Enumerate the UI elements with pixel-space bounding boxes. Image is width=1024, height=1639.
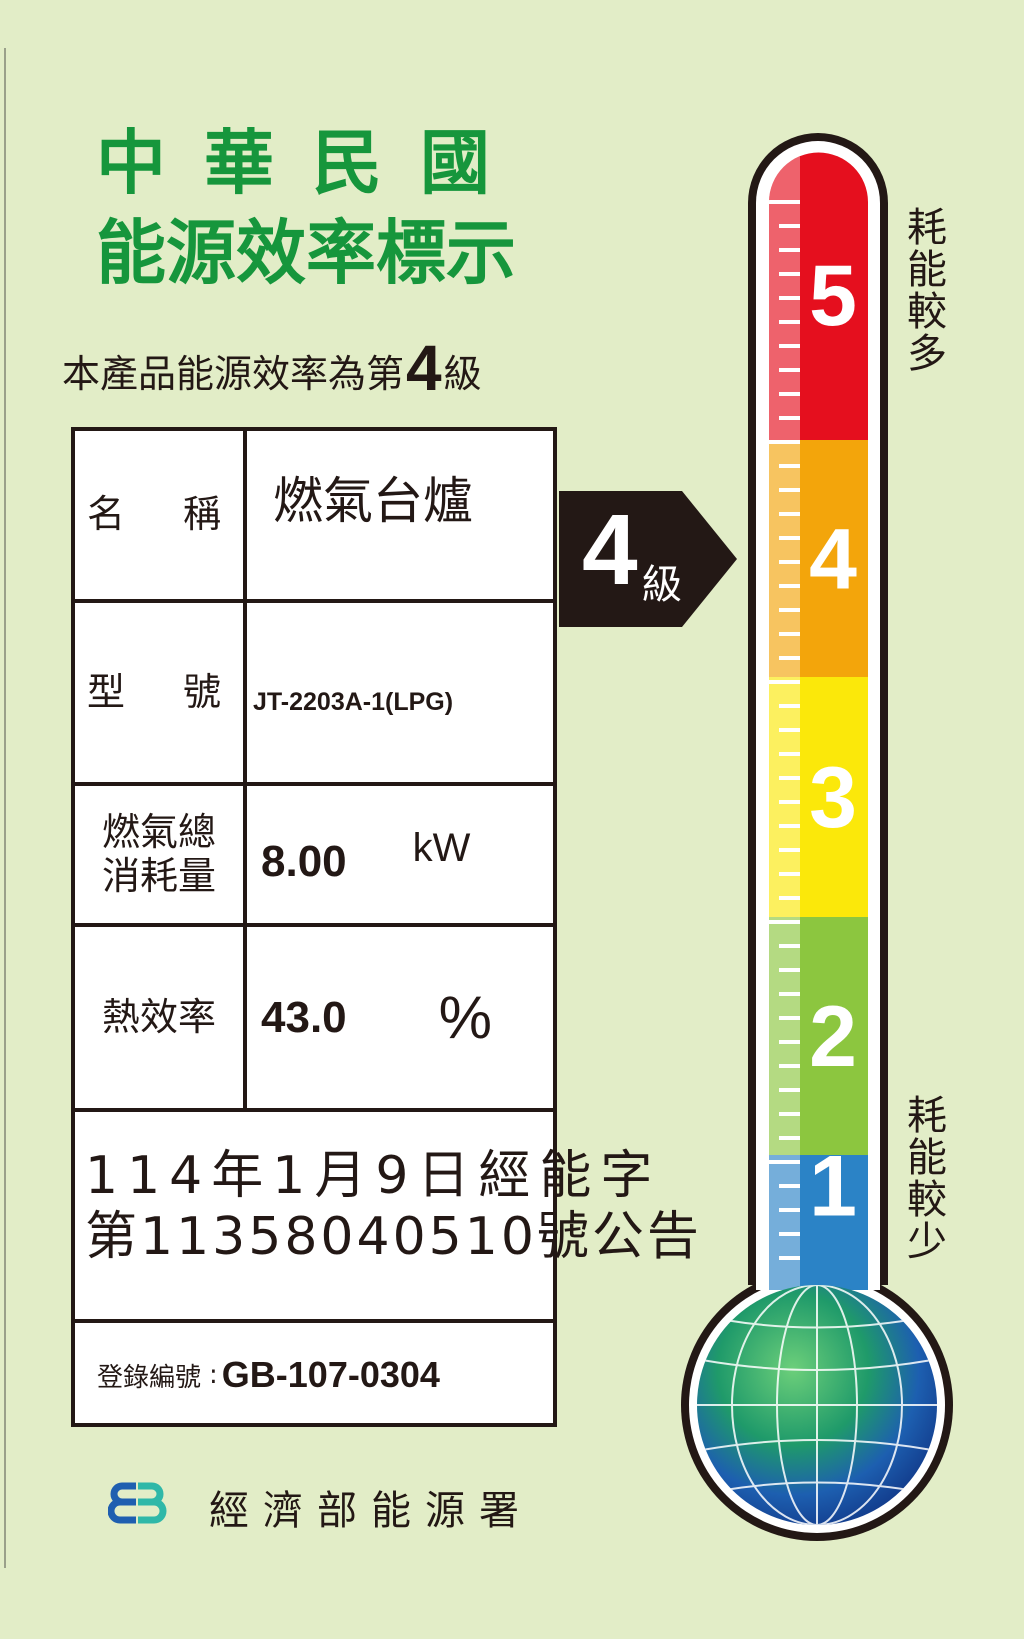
scale-tick [779,1040,800,1044]
consumption-label-line1: 燃氣總 [101,809,216,854]
globe-grid [697,1285,937,1525]
scale-tick [779,368,800,372]
efficiency-unit: % [438,984,492,1051]
scale-tick [779,824,800,828]
scale-tick [769,680,800,684]
grade-arrow [559,491,737,627]
scale-tick [769,920,800,924]
grade-statement-suffix: 級 [443,351,482,396]
left-border-line [4,48,6,1568]
scale-tick [779,344,800,348]
scale-tick [779,656,800,660]
row-efficiency: 熱效率 43.0 % [75,927,553,1112]
top-caption: 耗能較多 [907,205,947,377]
efficiency-cell: 43.0 % [247,927,553,1108]
scale-tick [779,392,800,396]
scale-tick [779,1088,800,1092]
grade-arrow-unit: 級 [642,562,682,608]
scale-tick [779,968,800,972]
grade-statement-number: 4 [406,332,442,404]
row-model: 型 號 JT-2203A-1(LPG) [75,603,553,786]
level-4-label: 4 [809,512,857,608]
scale-tick [779,848,800,852]
scale-tick [779,224,800,228]
scale-tick [779,1184,800,1188]
grade-arrow-shape [559,491,737,627]
scale-stripe [769,152,800,440]
name-label: 名 稱 [75,431,247,599]
scale-tick [769,1160,800,1164]
scale-tick [779,872,800,876]
name-value: 燃氣台爐 [273,472,473,530]
scale-tick [779,464,800,468]
product-info-table: 名 稱 燃氣台爐 型 號 JT-2203A-1(LPG) 燃氣總 消耗量 8.00… [71,427,699,1427]
scale-tick [779,1208,800,1212]
scale-tick [779,776,800,780]
scale-tick [769,200,800,204]
registration-label: 登錄編號 [97,1362,202,1393]
scale-tick [779,296,800,300]
level-4-segment [769,440,868,677]
scale-stripe [769,917,800,1155]
consumption-cell: 8.00 kW [247,786,553,923]
level-1-segment [769,1155,868,1290]
level-2-label: 2 [809,989,857,1085]
title-country: 中華民國 [96,122,528,204]
consumption-value: 8.00 [261,836,347,886]
scale-tick [779,272,800,276]
scale-tick [779,752,800,756]
level-1-label: 1 [809,1139,857,1235]
scale-tick [779,1136,800,1140]
scale-tick [769,440,800,444]
registration-value: GB-107-0304 [221,1354,440,1395]
scale-tick [779,560,800,564]
scale-tick [779,632,800,636]
grade-statement: 本產品能源效率為第 4 級 [62,332,482,404]
scale-tick [779,248,800,252]
level-5-label: 5 [809,248,857,344]
scale-tick [779,704,800,708]
scale-tick [779,536,800,540]
level-3-segment [769,677,868,917]
scale-tick [779,1112,800,1116]
scale-tick [779,1016,800,1020]
scale-tick [779,1064,800,1068]
consumption-label: 燃氣總 消耗量 [75,786,247,923]
scale-tick [779,1232,800,1236]
scale-stripe [769,440,800,677]
energy-administration-logo-icon [108,1482,167,1524]
grade-statement-prefix: 本產品能源效率為第 [62,351,405,396]
bottom-caption: 耗能較少 [907,1093,947,1265]
efficiency-value: 43.0 [261,992,347,1042]
model-value: JT-2203A-1(LPG) [253,688,454,716]
scale-stripe [769,1155,800,1290]
row-registration: 登錄編號 : GB-107-0304 [75,1323,553,1427]
level-3-label: 3 [809,750,857,846]
scale-tick [779,584,800,588]
title-label-name: 能源效率標示 [96,212,516,294]
scale-tick [779,1256,800,1260]
row-consumption: 燃氣總 消耗量 8.00 kW [75,786,553,927]
scale-tick [779,896,800,900]
efficiency-label: 熱效率 [75,927,247,1108]
scale-tick [779,416,800,420]
scale-tick [779,320,800,324]
consumption-label-line2: 消耗量 [101,853,216,898]
scale-tick [779,512,800,516]
consumption-unit: kW [412,826,471,870]
scale-tick [779,728,800,732]
row-name: 名 稱 燃氣台爐 [75,431,553,603]
agency-name: 經濟部能源署 [209,1488,533,1534]
scale-tick [779,488,800,492]
model-label: 型 號 [75,603,247,782]
grade-arrow-number: 4 [582,494,638,606]
scale-tick [779,800,800,804]
registration-colon: : [209,1360,218,1390]
scale-tick [779,944,800,948]
scale-tick [779,992,800,996]
scale-tick [779,608,800,612]
scale-stripe [769,677,800,917]
